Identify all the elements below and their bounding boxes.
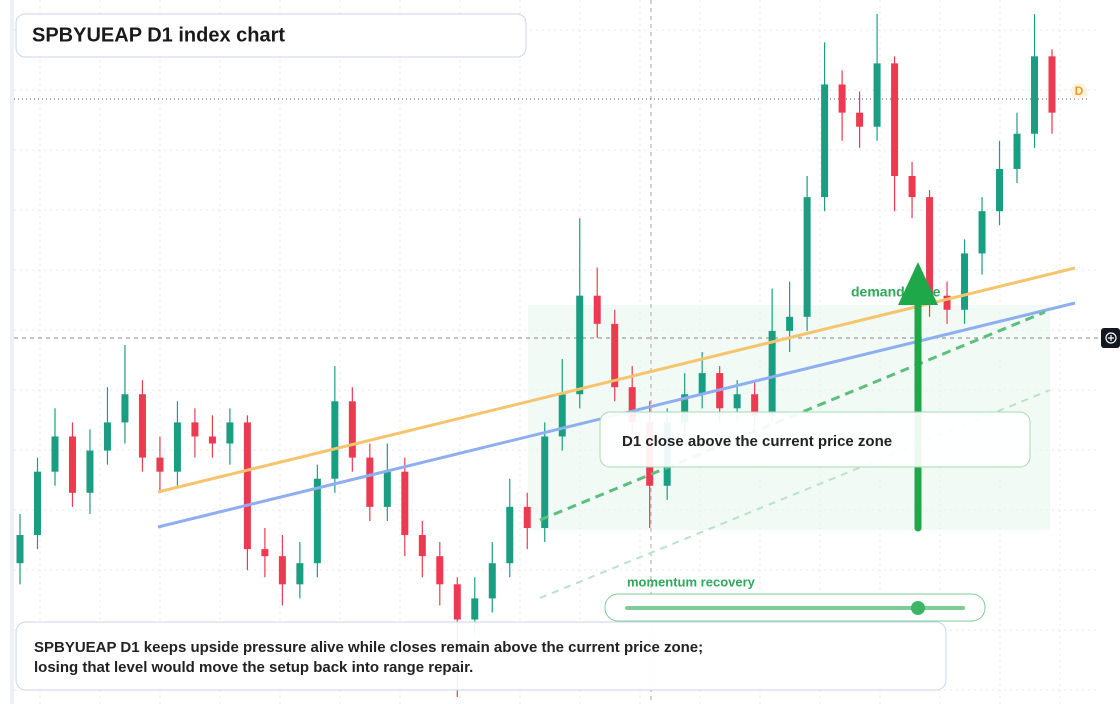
candle-body [401,471,409,536]
candle-body [278,556,286,585]
candle-body [593,295,601,324]
note-line: losing that level would move the setup b… [34,659,473,676]
candle-body [611,323,619,388]
candle-body [86,450,94,493]
candle-body [1031,56,1039,134]
candle-body [821,84,829,198]
note-box [15,621,947,691]
candle-body [471,598,479,620]
candle-body [348,401,356,458]
note-line: SPBYUEAP D1 keeps upside pressure alive … [34,639,703,656]
candle-body [261,549,269,557]
candle-body [51,436,59,472]
candle-body [838,84,846,113]
crosshair-icon [1105,332,1117,344]
callout-box [599,411,1031,468]
candle-body [383,471,391,507]
candle-body [226,422,234,444]
candle-body [803,197,811,317]
badge-bg [1071,83,1087,99]
candle-body [558,394,566,437]
candle-body [733,394,741,409]
candle-body [436,556,444,585]
candles [16,14,1056,697]
candle-body [506,506,514,564]
candle-body [751,394,759,416]
candle-body [1013,133,1021,169]
candle-body [191,422,199,437]
badge: D [1075,84,1084,98]
candle-body [331,401,339,479]
candle-body [296,563,304,585]
candle-body [891,63,899,176]
candle-body [488,563,496,599]
candle-body [138,394,146,458]
candle-body [33,471,41,536]
candle-body [16,535,24,564]
slider-label: momentum recovery [627,574,756,589]
candle-body [978,211,986,254]
candle-body [926,197,934,296]
candle-body [243,422,251,550]
candle-body [943,295,951,310]
candle-body [786,316,794,331]
candle-body [681,394,689,423]
candle-body [541,436,549,528]
candle-body [366,457,374,507]
candle-body [961,253,969,310]
arrow-head [898,262,938,305]
title-box [15,13,527,58]
candle-body [908,176,916,198]
trend-line [157,266,1076,494]
candle-body [156,457,164,472]
candle-body [313,478,321,564]
candle-body [453,584,461,620]
left-edge [10,0,14,704]
callout-text: D1 close above the current price zone [622,433,892,450]
crosshair-icon [1108,335,1114,341]
candle-body [768,330,776,416]
candle-body [576,295,584,395]
candle-body [173,422,181,472]
candle-body [121,394,129,423]
candle-body [1048,56,1056,113]
candle-body [873,63,881,127]
candle-body [698,373,706,395]
chart-title: SPBYUEAP D1 index chart [32,24,285,46]
candle-body [418,535,426,557]
slider-knob[interactable] [911,601,925,615]
candle-body [996,168,1004,212]
candle-body [628,387,636,423]
candle-body [208,436,216,444]
candle-body [103,422,111,451]
candle-body [68,436,76,493]
candle-body [856,112,864,127]
candle-body [523,506,531,528]
